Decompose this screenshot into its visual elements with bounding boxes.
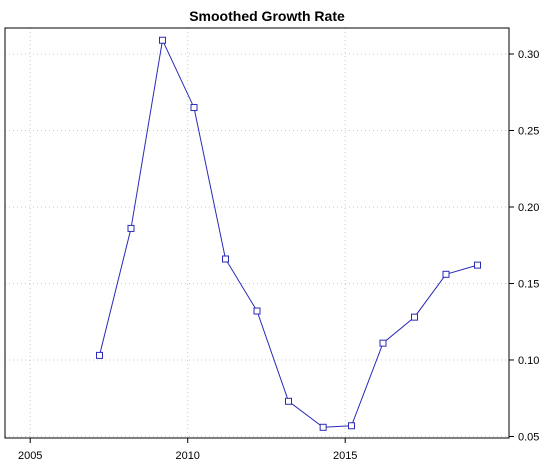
data-point	[127, 224, 135, 232]
y-tick-label: 0.20	[518, 202, 539, 214]
y-tick-label: 0.15	[518, 278, 539, 290]
y-tick-label: 0.30	[518, 49, 539, 61]
data-point	[159, 36, 166, 44]
data-point	[190, 104, 198, 112]
data-point	[474, 261, 481, 269]
data-point	[222, 255, 229, 263]
y-tick-label: 0.10	[518, 355, 539, 367]
y-axis: 0.05 0.10 0.15 0.20 0.25 0.30	[509, 49, 539, 443]
x-tick-label: 2005	[18, 450, 42, 462]
grid	[5, 28, 509, 438]
x-tick-label: 2015	[333, 450, 357, 462]
data-point	[411, 313, 418, 321]
chart-title: Smoothed Growth Rate	[189, 8, 345, 24]
plot-area	[4, 27, 510, 439]
data-point	[253, 307, 261, 315]
data-point	[379, 339, 387, 347]
y-tick-label: 0.25	[518, 126, 539, 138]
data-point	[96, 351, 103, 359]
x-tick-label: 2010	[175, 450, 199, 462]
x-axis: 2005 2010 2015	[18, 438, 357, 462]
series-line	[99, 38, 478, 428]
series	[96, 36, 481, 431]
data-point	[442, 270, 450, 278]
data-point	[348, 422, 355, 430]
y-tick-label: 0.05	[518, 431, 539, 443]
data-point	[285, 397, 292, 405]
data-point	[319, 423, 327, 431]
